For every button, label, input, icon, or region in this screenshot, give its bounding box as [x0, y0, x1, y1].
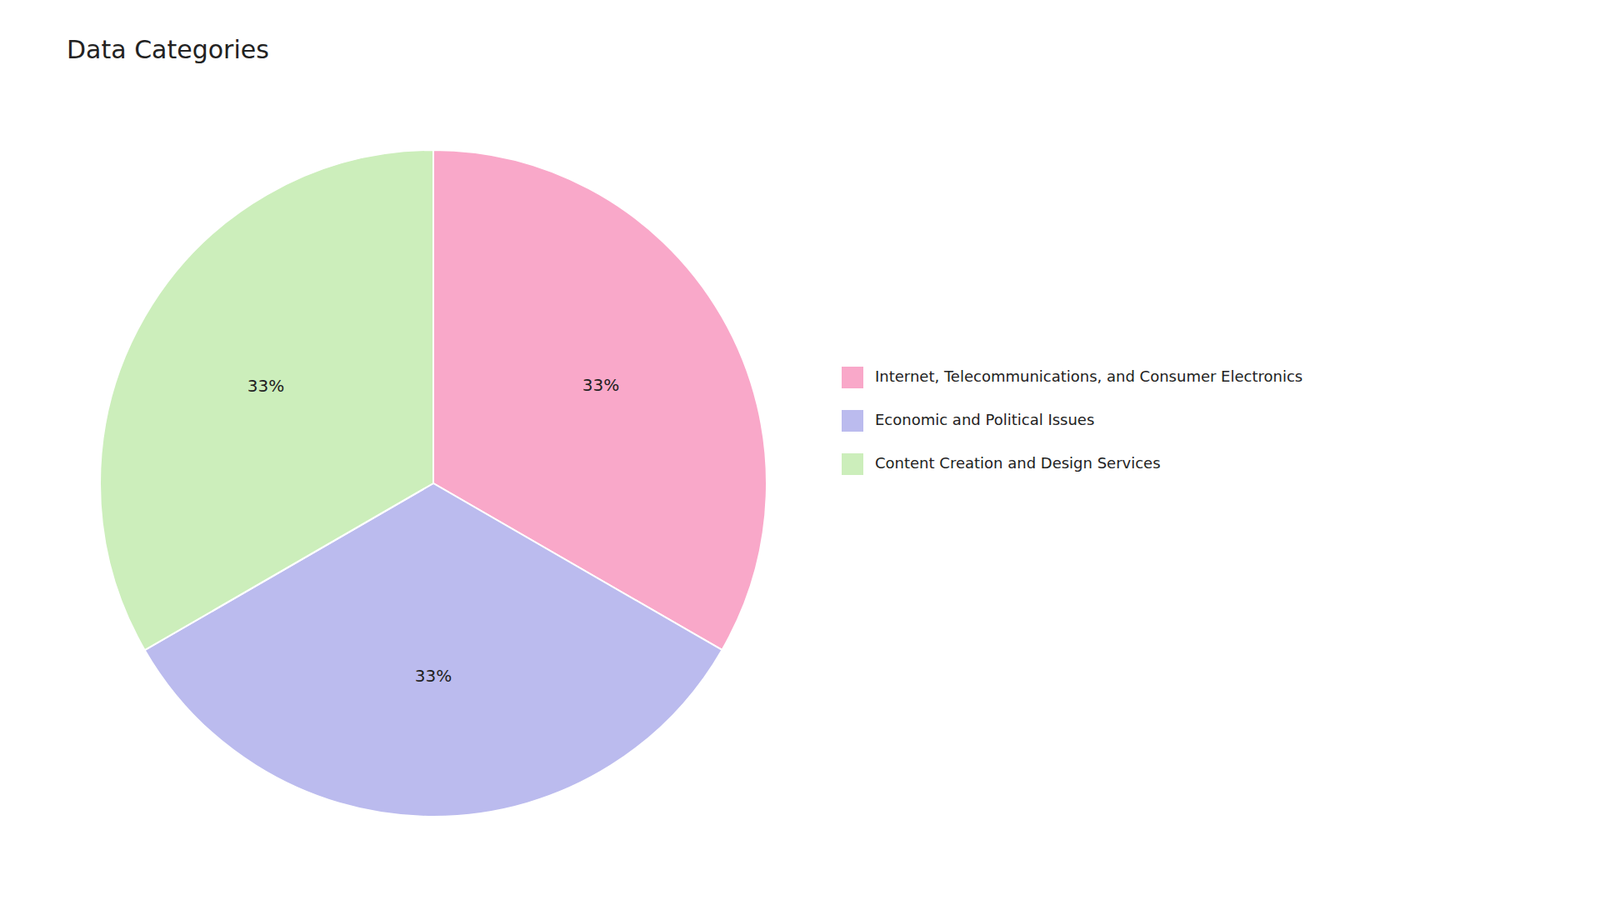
data-label: 33% — [415, 665, 452, 686]
chart-root: Data Categories 33% 33% 33% Internet, Teleco… — [0, 0, 1600, 900]
legend-label: Internet, Telecommunications, and Consum… — [875, 367, 1303, 385]
legend-item: Content Creation and Design Services — [841, 453, 1161, 475]
pie-slice — [100, 150, 434, 650]
legend-swatch — [841, 366, 864, 389]
data-label: 33% — [582, 375, 620, 395]
legend-swatch — [841, 453, 864, 475]
data-labels: 33% 33% 33% — [247, 375, 620, 685]
legend: Internet, Telecommunications, and Consum… — [841, 366, 1303, 475]
legend-swatch — [841, 410, 864, 432]
chart-title: Data Categories — [66, 35, 270, 65]
data-label: 33% — [247, 375, 285, 396]
legend-item: Economic and Political Issues — [841, 410, 1095, 432]
legend-label: Content Creation and Design Services — [875, 454, 1161, 472]
pie — [100, 150, 767, 817]
legend-label: Economic and Political Issues — [875, 410, 1095, 429]
legend-item: Internet, Telecommunications, and Consum… — [841, 366, 1303, 389]
